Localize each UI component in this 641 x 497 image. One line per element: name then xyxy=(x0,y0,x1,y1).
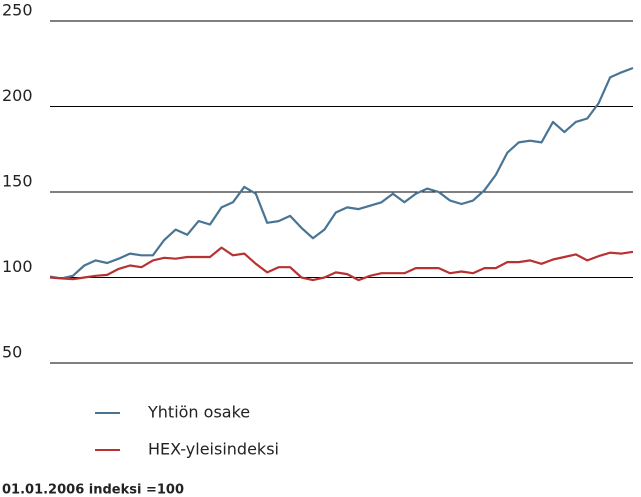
y-tick-label: 100 xyxy=(2,257,33,276)
y-tick-label: 250 xyxy=(2,1,33,20)
legend-label: HEX-yleisindeksi xyxy=(148,440,279,459)
line-series xyxy=(49,66,634,280)
y-tick-label: 150 xyxy=(2,172,33,191)
note: 01.01.2006 indeksi =100 xyxy=(2,483,184,497)
y-tick-label: 200 xyxy=(2,86,33,105)
y-tick-label: 50 xyxy=(2,343,22,362)
line-series xyxy=(49,246,634,282)
legend-label: Yhtiön osake xyxy=(147,403,250,422)
